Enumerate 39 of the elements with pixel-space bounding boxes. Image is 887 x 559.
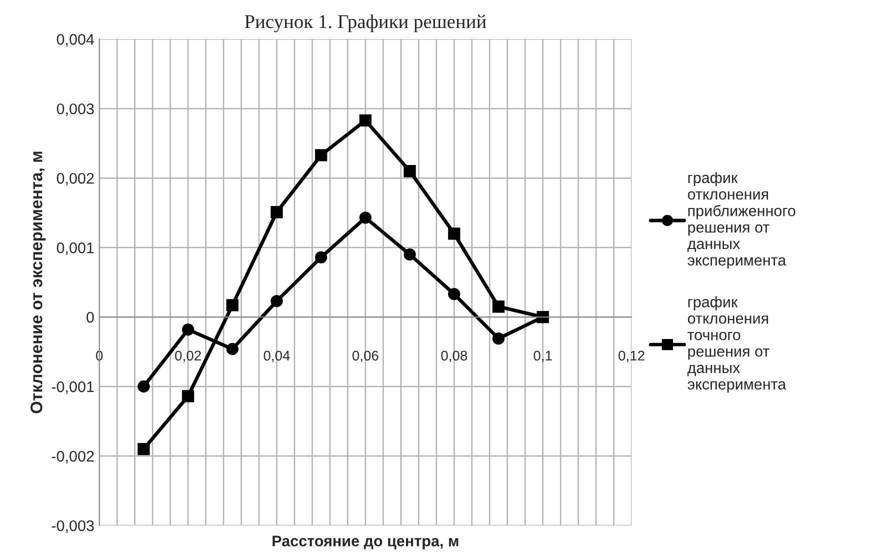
y-tick-label: 0,003: [56, 103, 94, 116]
y-tick-label: -0,003: [52, 520, 94, 533]
legend-label: график отклонения приближенного решения от данных эксперимента: [687, 172, 796, 269]
y-axis-title: Отклонение от эксперимента, м: [30, 152, 46, 414]
y-tick-label: -0,001: [52, 381, 94, 394]
point: [448, 288, 460, 300]
point: [404, 248, 416, 261]
point: [182, 323, 194, 336]
point: [138, 380, 150, 393]
x-tick-label: 0,06: [352, 350, 378, 362]
x-tick-label: 0: [96, 350, 103, 361]
point: [492, 332, 505, 345]
point: [270, 294, 283, 308]
chart-title: Рисунок 1. Графики решений: [244, 14, 486, 32]
x-tick-label: 0,08: [441, 350, 468, 362]
point: [182, 390, 194, 402]
x-tick-label: 0,1: [534, 350, 552, 362]
legend-label: график отклонения точного решения от данных эксперимента: [687, 296, 786, 393]
x-axis-title: Расстояние до центра, м: [272, 536, 458, 550]
x-tick-label: 0,12: [618, 350, 644, 362]
point: [404, 165, 416, 178]
point: [226, 342, 238, 356]
y-tick-label: -0,002: [52, 450, 94, 464]
y-tick-label: 0,002: [56, 172, 94, 186]
y-tick-label: 0: [86, 312, 94, 323]
x-tick-label: 0,02: [175, 350, 201, 362]
point: [270, 206, 283, 218]
y-tick-label: 0,004: [56, 34, 94, 47]
point: [448, 228, 460, 240]
y-tick-label: 0,001: [56, 242, 94, 256]
x-tick-label: 0,04: [264, 350, 290, 362]
point: [226, 299, 238, 312]
point: [315, 251, 328, 264]
point: [315, 149, 328, 162]
point: [138, 442, 150, 456]
point: [492, 300, 505, 313]
point: [536, 310, 549, 324]
point: [359, 114, 372, 126]
point: [359, 212, 372, 224]
